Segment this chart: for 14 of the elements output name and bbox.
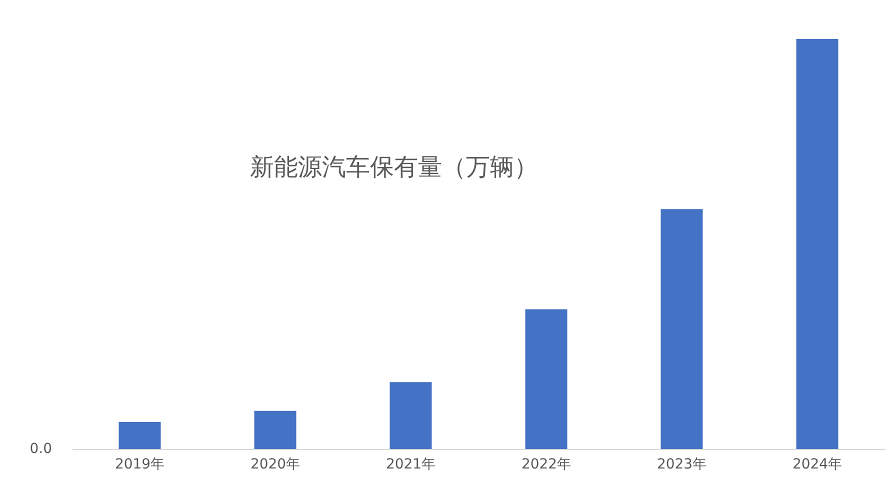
x-tick-label: 2023年	[656, 456, 707, 472]
bar	[660, 209, 703, 449]
bar	[796, 39, 838, 449]
x-tick-label: 2022年	[521, 456, 572, 472]
text: 新能源汽车保有量（万辆）	[250, 153, 538, 181]
bar	[390, 382, 432, 449]
text: 0.0	[30, 441, 52, 457]
bar	[118, 422, 161, 449]
x-tick-label: 2020年	[250, 456, 300, 472]
bar	[525, 309, 568, 449]
x-tick-label: 2021年	[386, 456, 436, 472]
x-tick-label: 2019年	[114, 456, 165, 472]
bar	[254, 410, 296, 449]
x-tick-label: 2024年	[792, 456, 842, 472]
